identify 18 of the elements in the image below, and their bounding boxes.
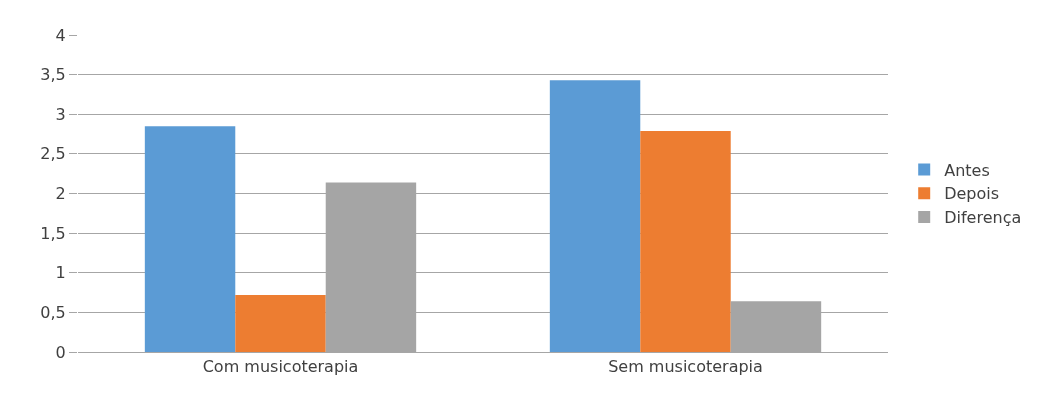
- y-tick-label: 3,5: [40, 65, 66, 85]
- bar: [640, 130, 731, 352]
- bar: [144, 126, 236, 352]
- y-tick-label: 2,5: [40, 144, 66, 164]
- legend-label: Antes: [944, 160, 990, 180]
- legend-label: Diferença: [944, 208, 1022, 228]
- y-tick-label: 1: [55, 263, 66, 283]
- bar: [549, 80, 641, 352]
- y-tick-label: 2: [55, 184, 66, 204]
- x-tick-label: Sem musicoterapia: [608, 357, 763, 377]
- y-tick-label: 0: [55, 342, 66, 362]
- y-tick-label: 4: [55, 25, 66, 45]
- x-tick-label: Com musicoterapia: [202, 357, 359, 377]
- y-tick-label: 3: [55, 104, 66, 124]
- bar: [235, 294, 326, 352]
- y-tick-label: 1,5: [40, 223, 66, 243]
- y-tick-label: 0,5: [40, 302, 66, 322]
- legend-label: Depois: [944, 184, 1000, 204]
